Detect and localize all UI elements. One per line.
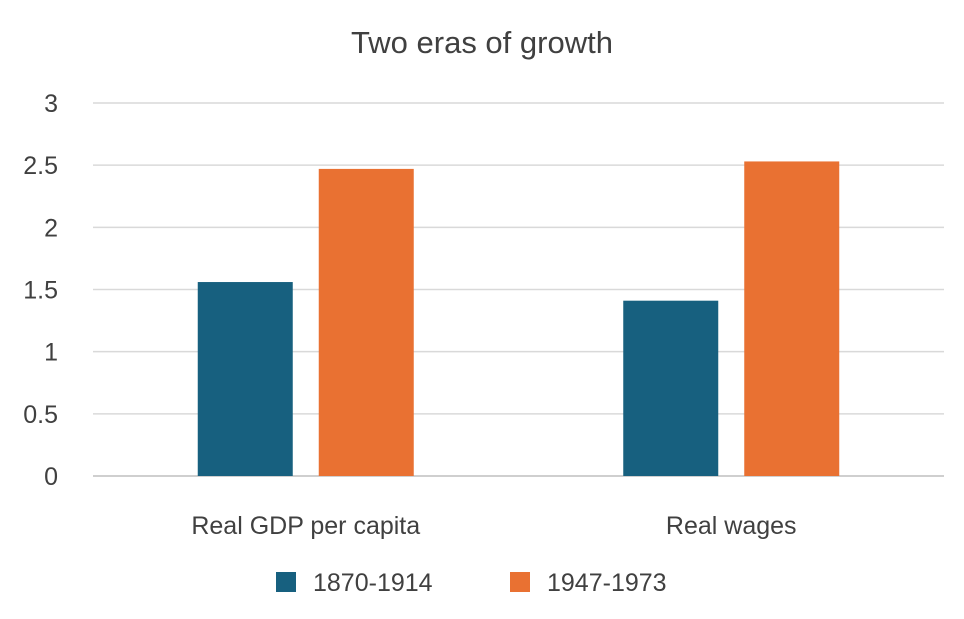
y-tick-label: 3 bbox=[44, 90, 58, 118]
legend: 1870-1914 1947-1973 bbox=[276, 569, 667, 597]
bar-series-1-gdp bbox=[197, 282, 293, 476]
x-axis-categories: Real GDP per capita Real wages bbox=[191, 512, 796, 540]
bar-series-2-wages bbox=[744, 161, 840, 477]
legend-label: 1870-1914 bbox=[313, 569, 433, 597]
y-tick-label: 1.5 bbox=[23, 277, 58, 305]
bar-series-2-gdp bbox=[318, 168, 414, 476]
y-tick-label: 2 bbox=[44, 214, 58, 242]
y-axis-ticks: 0 0.5 1 1.5 2 2.5 3 bbox=[23, 90, 58, 491]
bar-series-1-wages bbox=[623, 300, 719, 476]
legend-label: 1947-1973 bbox=[547, 569, 667, 597]
y-tick-label: 1 bbox=[44, 339, 58, 367]
category-label: Real GDP per capita bbox=[191, 512, 420, 540]
chart-title: Two eras of growth bbox=[351, 25, 613, 60]
legend-swatch bbox=[276, 572, 296, 592]
legend-swatch bbox=[510, 572, 530, 592]
y-tick-label: 2.5 bbox=[23, 152, 58, 180]
y-tick-label: 0.5 bbox=[23, 401, 58, 429]
y-tick-label: 0 bbox=[44, 463, 58, 491]
category-label: Real wages bbox=[666, 512, 797, 540]
bars bbox=[197, 161, 840, 477]
